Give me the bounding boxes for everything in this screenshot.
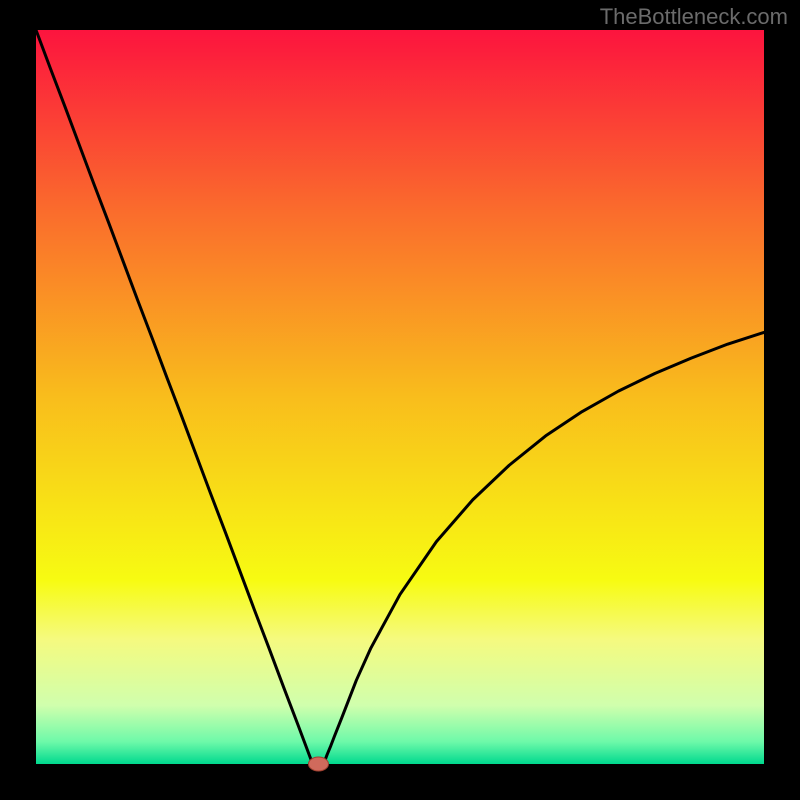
optimum-marker <box>308 757 328 771</box>
bottleneck-curve <box>36 30 764 764</box>
chart-container: TheBottleneck.com <box>0 0 800 800</box>
plot-area <box>36 30 764 764</box>
watermark-text: TheBottleneck.com <box>600 4 788 30</box>
curve-svg <box>36 30 764 764</box>
